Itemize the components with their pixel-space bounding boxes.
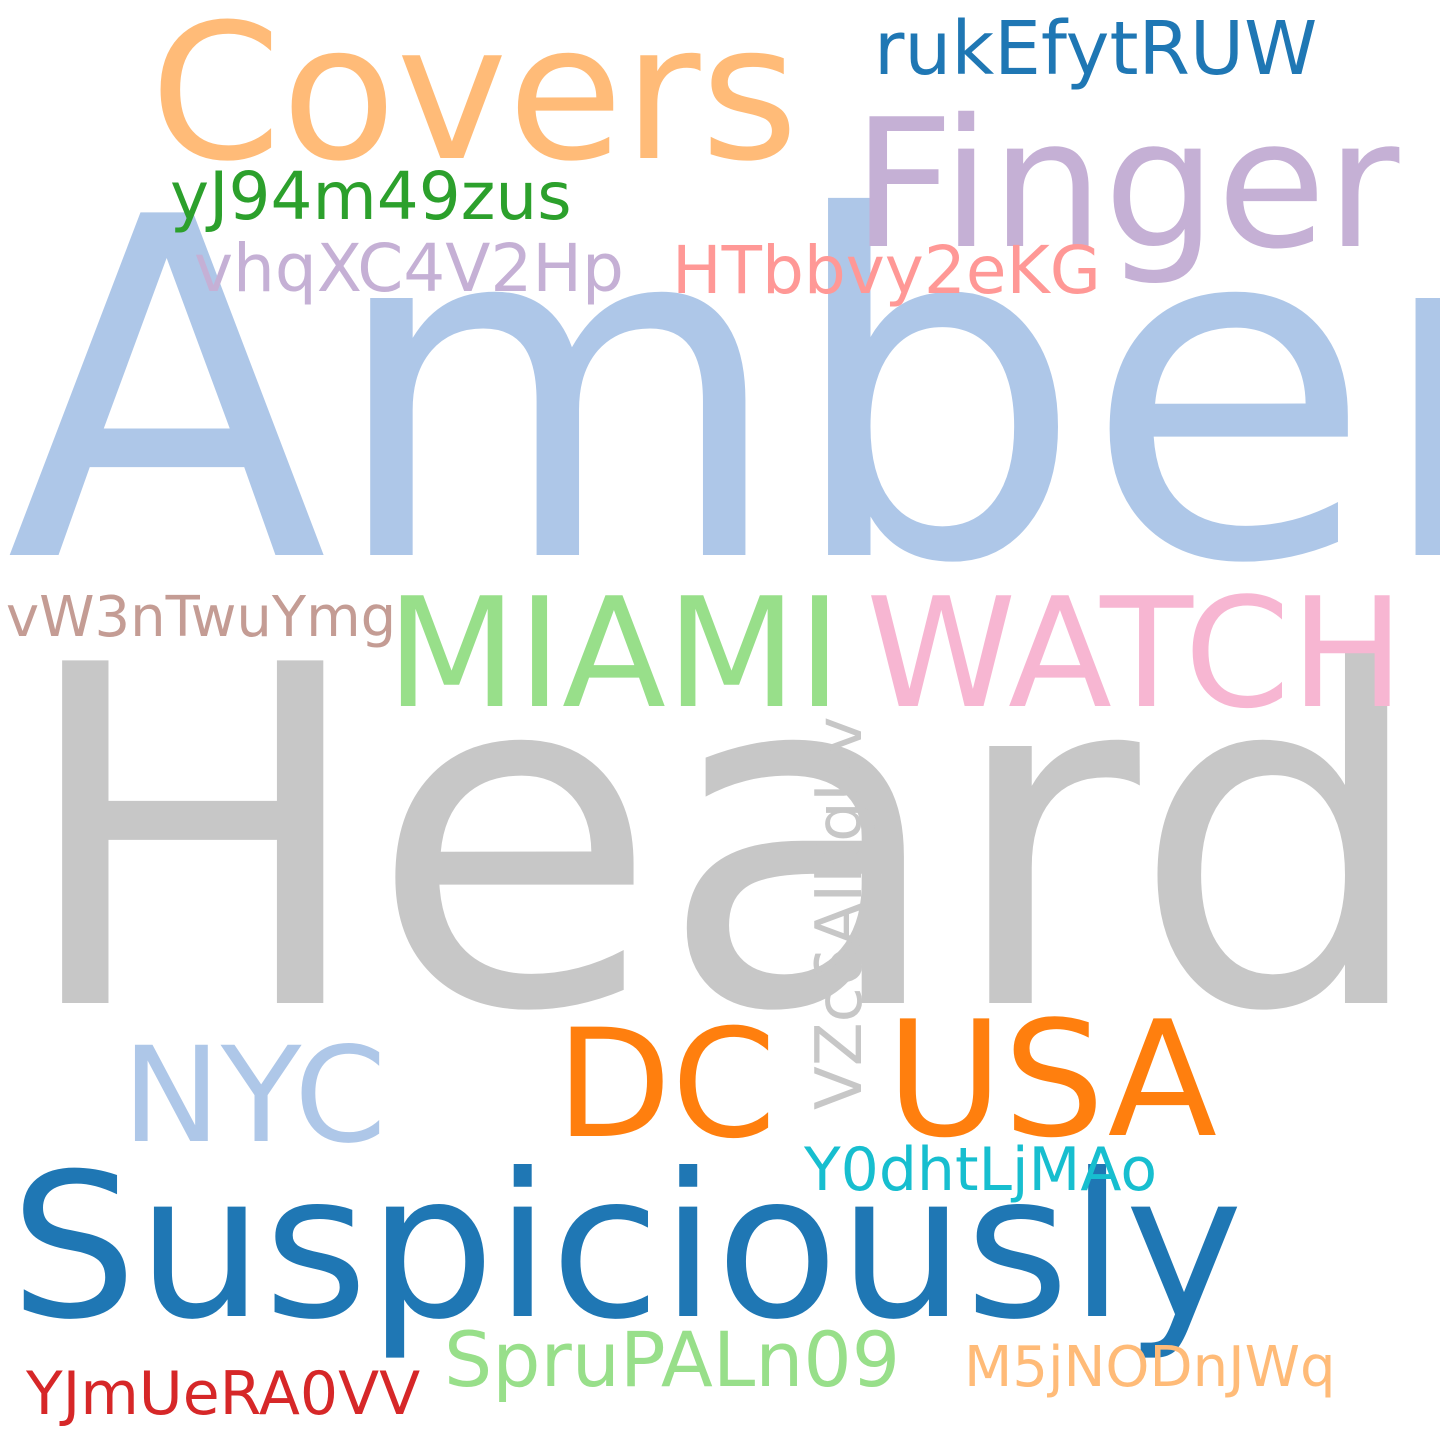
word-finger: Finger (852, 81, 1400, 288)
word-amber: Amber (6, 119, 1440, 666)
word-watch: WATCH (866, 565, 1405, 742)
word-rukefytruw: rukEfytRUW (874, 6, 1318, 92)
word-miami: MIAMI (386, 565, 842, 742)
word-vw3ntwuymg: vW3nTwuYmg (6, 585, 397, 650)
word-dc: DC (556, 998, 777, 1172)
word-yj94m49zus: yJ94m49zus (170, 158, 572, 235)
word-covers: Covers (150, 0, 799, 203)
word-usa: USA (886, 986, 1218, 1173)
word-y0dhtljmao: Y0dhtLjMAo (804, 1135, 1158, 1205)
word-sprupaln09: SpruPALn09 (444, 1315, 901, 1404)
word-htbbvy2ekg: HTbbvy2eKG (672, 232, 1101, 309)
word-yjmuera0vv: YJmUeRA0VV (26, 1359, 421, 1429)
word-heard: Heard (16, 567, 1430, 1114)
word-vhqxc4v2hp: vhqXC4V2Hp (194, 230, 624, 307)
word-vzc6aikguv: VZc6AIKgUv (803, 716, 877, 1111)
word-suspiciously: Suspiciously (10, 1131, 1244, 1364)
word-m5jnodnjwq: M5jNODnJWq (964, 1335, 1336, 1400)
word-nyc: NYC (122, 1019, 387, 1173)
